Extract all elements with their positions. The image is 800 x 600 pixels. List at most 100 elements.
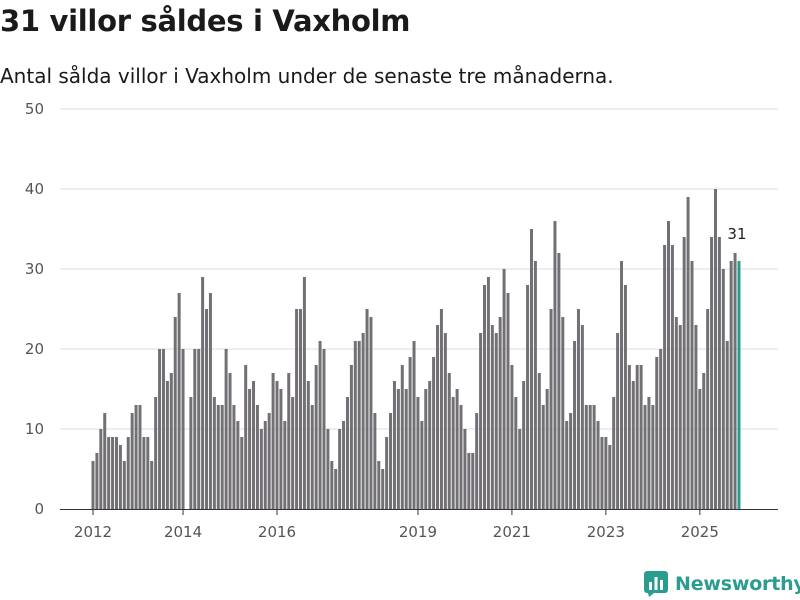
bar — [557, 253, 561, 509]
bar — [342, 421, 346, 509]
bar — [248, 389, 252, 509]
bar — [690, 261, 694, 509]
bar — [596, 421, 600, 509]
bar — [330, 461, 334, 509]
bar — [616, 333, 620, 509]
bar — [302, 277, 306, 509]
bar — [467, 453, 471, 509]
bar — [506, 293, 510, 509]
bar — [95, 453, 99, 509]
bar — [643, 405, 647, 509]
bar — [713, 189, 717, 509]
x-tick-label-2021: 2021 — [493, 523, 531, 541]
bar — [287, 373, 291, 509]
bar — [580, 325, 584, 509]
bar — [420, 421, 424, 509]
bar — [271, 373, 275, 509]
bar — [142, 437, 146, 509]
y-tick-label-10: 10 — [25, 420, 44, 438]
bar — [659, 349, 663, 509]
bar — [224, 349, 228, 509]
bar — [514, 397, 518, 509]
bar — [631, 381, 635, 509]
bar — [529, 229, 533, 509]
bar — [486, 277, 490, 509]
bar — [667, 221, 671, 509]
bar — [479, 333, 483, 509]
bar — [373, 413, 377, 509]
bar — [670, 245, 674, 509]
bar — [279, 389, 283, 509]
bar — [161, 349, 165, 509]
bar — [377, 461, 381, 509]
bar — [205, 309, 209, 509]
chart-title: 31 villor såldes i Vaxholm — [0, 4, 411, 38]
bar — [314, 365, 318, 509]
bar — [502, 269, 506, 509]
bar — [396, 389, 400, 509]
x-tick-label-2016: 2016 — [258, 523, 296, 541]
bar — [451, 397, 455, 509]
bar — [483, 285, 486, 509]
bar — [635, 365, 639, 509]
bar — [584, 405, 588, 509]
bar — [197, 349, 201, 509]
bar — [111, 437, 115, 509]
bar — [381, 469, 385, 509]
bar — [208, 293, 212, 509]
bar — [385, 437, 389, 509]
bar — [455, 389, 459, 509]
bar — [510, 365, 514, 509]
bar — [146, 437, 150, 509]
bar — [122, 461, 126, 509]
bar — [639, 365, 643, 509]
bar — [338, 429, 342, 509]
bar — [412, 341, 416, 509]
x-axis: 2012 2014 2016 2019 2021 2023 2025 — [60, 509, 778, 541]
bar — [283, 421, 287, 509]
bar — [216, 405, 220, 509]
bar — [255, 405, 259, 509]
bar — [99, 429, 103, 509]
y-tick-label-30: 30 — [25, 260, 44, 278]
bar — [522, 381, 526, 509]
bar — [729, 261, 733, 509]
bar — [130, 413, 134, 509]
bar — [565, 421, 569, 509]
bar — [463, 429, 467, 509]
bar — [686, 197, 690, 509]
bar — [263, 421, 267, 509]
bar — [553, 221, 557, 509]
y-tick-label-50: 50 — [25, 100, 44, 118]
bar — [306, 381, 310, 509]
bar — [674, 317, 678, 509]
bar — [369, 317, 373, 509]
bar — [154, 397, 158, 509]
bar — [436, 325, 440, 509]
bar — [361, 333, 365, 509]
bar — [561, 317, 565, 509]
bar — [177, 293, 181, 509]
bar — [353, 341, 357, 509]
bar — [189, 397, 193, 509]
bar — [721, 269, 725, 509]
bar — [600, 437, 604, 509]
data-label-latest: 31 — [727, 225, 746, 243]
x-tick-label-2019: 2019 — [399, 523, 437, 541]
y-axis: 0 10 20 30 40 50 — [25, 100, 44, 518]
bar — [310, 405, 314, 509]
bar — [576, 309, 580, 509]
bar — [349, 365, 353, 509]
bar — [537, 373, 541, 509]
bar — [165, 381, 169, 509]
y-tick-label-40: 40 — [25, 180, 44, 198]
x-tick-label-2025: 2025 — [681, 523, 719, 541]
bar — [702, 373, 706, 509]
bar — [725, 341, 729, 509]
bar — [494, 333, 498, 509]
bar — [408, 357, 412, 509]
y-tick-label-20: 20 — [25, 340, 44, 358]
bar — [416, 397, 420, 509]
bar — [173, 317, 177, 509]
bar — [592, 405, 596, 509]
